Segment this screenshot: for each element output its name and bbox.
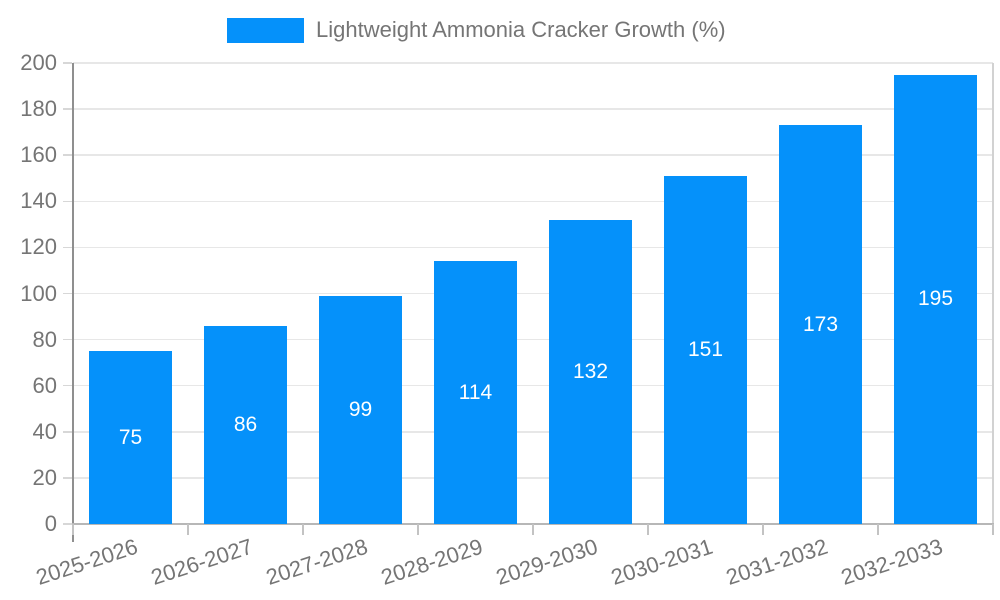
bar: 173 [779,125,862,524]
bar-value-label: 75 [118,425,143,449]
bar: 86 [204,325,287,524]
y-axis-tick [63,292,72,295]
bar-value-label: 132 [572,359,609,383]
y-axis-tick [63,431,72,433]
y-tick-label: 120 [20,234,57,260]
bar-value-label: 173 [802,312,839,336]
gridline [73,246,993,249]
y-tick-label: 200 [20,50,57,75]
y-tick-label: 40 [32,418,57,444]
legend-label: Lightweight Ammonia Cracker Growth (%) [316,17,726,42]
plot-right-border [992,63,994,524]
legend-swatch [227,17,304,43]
x-axis-tick [877,524,879,535]
y-axis-tick [63,154,72,156]
x-axis-tick [647,524,649,535]
bar: 132 [549,219,632,524]
bar-value-label: 86 [233,412,258,436]
x-axis-tick [762,524,764,535]
bar-value-label: 99 [348,397,373,421]
y-axis-tick [63,108,72,110]
bar: 114 [434,261,517,524]
bar-value-label: 195 [917,287,954,311]
y-tick-label: 20 [32,464,57,490]
y-tick-label: 180 [20,96,57,122]
gridline [73,154,993,156]
y-axis-tick [63,477,72,479]
x-axis-tick [532,524,534,535]
y-tick-label: 160 [20,142,57,168]
y-axis-tick [63,523,72,525]
y-tick-label: 0 [44,511,57,536]
gridline [73,62,993,64]
y-axis-tick [63,384,72,387]
y-axis-tick [63,62,72,64]
gridline [73,292,993,295]
bar: 195 [894,74,977,524]
x-axis-tick [417,524,419,535]
x-axis-tick [72,524,74,535]
y-tick-label: 140 [20,188,57,214]
gridline [73,384,993,387]
y-tick-label: 100 [20,280,57,306]
gridline [73,431,993,433]
y-axis-line [72,63,74,542]
gridline [73,477,993,479]
gridline [73,200,993,203]
y-axis-tick [63,200,72,203]
y-tick-label: 80 [32,326,57,352]
bar-value-label: 151 [687,337,724,361]
x-axis-tick [992,524,994,535]
legend-item[interactable]: Lightweight Ammonia Cracker Growth (%) [227,17,726,43]
bar: 75 [89,351,172,524]
x-axis-tick [187,524,189,535]
x-axis-tick [302,524,304,535]
bar-value-label: 114 [458,380,493,404]
y-axis-tick [63,338,72,341]
y-tick-label: 60 [32,372,57,398]
bar: 99 [319,295,402,524]
bar: 151 [664,175,747,524]
y-axis-tick [63,246,72,249]
gridline [73,108,993,110]
gridline [73,338,993,341]
